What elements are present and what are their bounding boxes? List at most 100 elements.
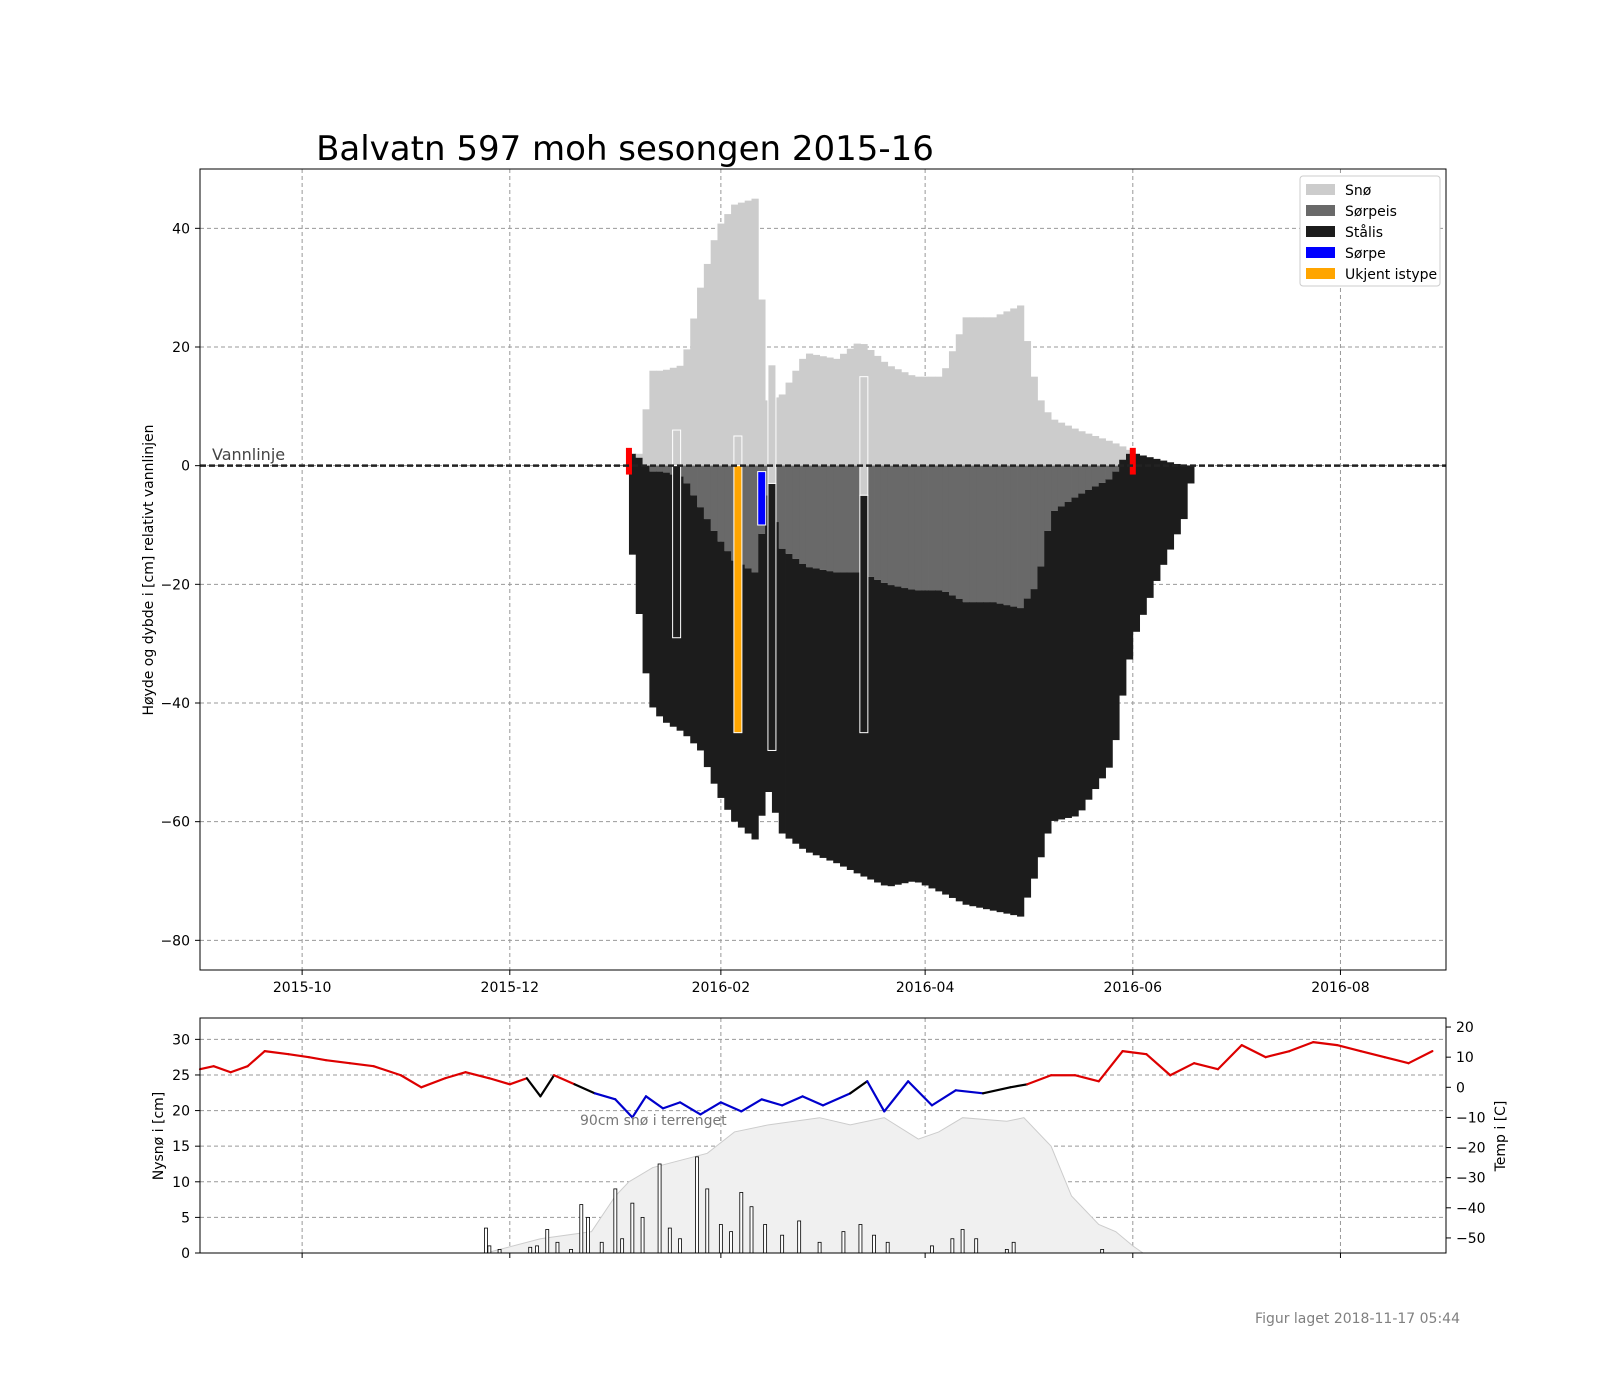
temperature-segment [930, 1089, 957, 1107]
slush-ice-bar [744, 465, 752, 569]
slush-ice-bar [840, 465, 848, 573]
top-y-tick-label: 20 [172, 340, 190, 356]
bottom-y-tick-label: 25 [172, 1068, 190, 1084]
slush-ice-bar [1085, 465, 1093, 490]
slush-ice-bar [983, 465, 991, 603]
legend-label: Snø [1345, 183, 1372, 199]
new-snow-bar [545, 1229, 550, 1254]
temperature-segment [1288, 1041, 1315, 1053]
snow-bar [833, 358, 841, 466]
black-ice-bar [942, 591, 950, 895]
top-axis-ticks: 2015-10 2015-12 2016-02 2016-04 2016-06 2016-… [160, 221, 1369, 996]
black-ice-bar [1139, 455, 1147, 615]
snow-bar [676, 365, 684, 466]
bottom-y2-tick-label: −40 [1456, 1201, 1486, 1217]
measurement-black-ice [859, 494, 869, 734]
black-ice-bar [792, 558, 800, 844]
snow-bar [683, 349, 691, 466]
legend: Snø Sørpeis Stålis Sørpe Ukjent istype [1299, 175, 1441, 287]
black-ice-bar [744, 568, 752, 834]
legend-label: Stålis [1345, 224, 1383, 241]
slush-ice-bar [955, 465, 963, 599]
black-ice-bar [976, 602, 984, 908]
snow-bar [989, 317, 998, 466]
snow-bar [962, 317, 970, 466]
temperature-segment [614, 1098, 634, 1119]
slush-ice-bar [1010, 465, 1018, 607]
snow-bar [717, 223, 725, 466]
black-ice-bar [683, 483, 691, 737]
snow-bar [1030, 376, 1038, 466]
snow-bar [853, 343, 861, 466]
snow-bar [1091, 436, 1100, 466]
snow-bar [635, 453, 643, 458]
new-snow-bar [841, 1231, 846, 1254]
black-ice-bar [799, 563, 807, 849]
temperature-segment [372, 1065, 402, 1077]
top-y-tick-label: 0 [181, 459, 190, 475]
temperature-segment [1026, 1074, 1053, 1086]
slush-ice-bar [887, 465, 895, 586]
top-x-tick-label: 2016-02 [692, 980, 751, 996]
snow-bar [758, 299, 766, 466]
black-ice-bar [690, 495, 698, 744]
slush-ice-bar [1051, 465, 1059, 511]
black-ice-bar [717, 541, 725, 798]
black-ice-bar [1173, 463, 1181, 535]
black-ice-bar [1160, 460, 1168, 565]
black-ice-bar [894, 586, 902, 885]
snow-bar [846, 348, 855, 466]
temperature-segment [1312, 1041, 1339, 1047]
temperature-segment [444, 1071, 467, 1080]
snow-bar [1057, 422, 1066, 466]
black-ice-bar [840, 572, 848, 867]
legend-label: Sørpeis [1345, 204, 1397, 220]
legend-swatch [1306, 205, 1335, 216]
temperature-segment [212, 1065, 232, 1074]
snow-bar [785, 382, 793, 466]
snow-bar [1010, 308, 1018, 466]
new-snow-bar [797, 1220, 802, 1254]
temperature-segment [644, 1095, 665, 1110]
snow-bar [826, 357, 834, 466]
slush-ice-bar [935, 465, 943, 591]
legend-box [1299, 175, 1441, 287]
snow-bar [914, 376, 923, 466]
waterline-label: Vannlinje [212, 445, 285, 464]
weather-plot: 90cm snø i terrenget 0 5 10 15 20 25 30 20 10 0 −1… [151, 1017, 1509, 1262]
new-snow-bar [695, 1156, 699, 1254]
legend-swatch [1306, 268, 1335, 279]
temperature-segment [539, 1074, 556, 1098]
temperature-segment [1192, 1062, 1220, 1071]
new-snow-bar [705, 1188, 710, 1254]
snow-bar [778, 394, 786, 466]
new-snow-bar [872, 1234, 876, 1254]
snow-bar [969, 317, 977, 466]
measurement-black-ice [672, 465, 682, 639]
slush-ice-bar [662, 465, 671, 473]
snow-annotation: 90cm snø i terrenget [580, 1113, 727, 1129]
snow-bar [1044, 412, 1052, 466]
black-ice-bar [1125, 453, 1134, 660]
temperature-segment [464, 1071, 491, 1080]
slush-ice-bar [1037, 465, 1045, 567]
black-ice-bar [1017, 608, 1025, 917]
temperature-segment [593, 1092, 617, 1101]
snow-bar [1051, 419, 1059, 466]
black-ice-bar [697, 507, 705, 751]
new-snow-bar [555, 1241, 560, 1254]
legend-swatch [1306, 184, 1335, 195]
temperature-segment [1009, 1083, 1029, 1089]
temperature-segment [678, 1101, 702, 1116]
new-snow-bar [930, 1245, 934, 1254]
bottom-axis-ticks: 0 5 10 15 20 25 30 20 10 0 −10 −20 −30 −40 −50 [172, 1020, 1485, 1262]
bottom-y-tick-label: 5 [181, 1210, 190, 1226]
black-ice-bar [846, 572, 855, 870]
black-ice-bar [887, 585, 895, 887]
black-ice-bar [1091, 486, 1100, 790]
new-snow-bar [763, 1224, 768, 1254]
snow-bar [812, 354, 820, 466]
black-ice-bar [1166, 462, 1175, 550]
black-ice-bar [1037, 566, 1045, 858]
slush-ice-bar [894, 465, 902, 587]
